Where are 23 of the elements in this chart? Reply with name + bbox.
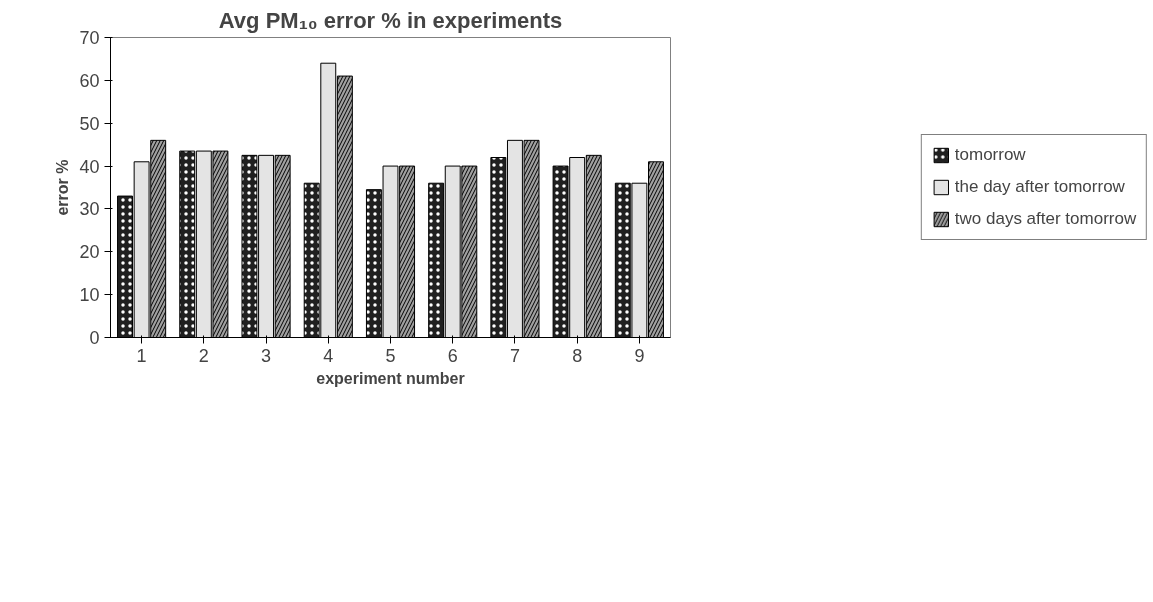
legend-label: two days after tomorrow <box>954 209 1137 229</box>
x-tick-label: 4 <box>323 345 334 366</box>
chart-title: Avg PM₁₀ error % in experiments <box>218 7 563 33</box>
legend-label: the day after tomorrow <box>954 177 1125 197</box>
y-tick-label: 60 <box>79 70 100 91</box>
x-tick-label: 2 <box>198 345 209 366</box>
y-tick-label: 30 <box>79 199 100 220</box>
x-tick-label: 9 <box>634 345 645 366</box>
y-axis-title: error % <box>54 159 72 216</box>
y-tick-label: 20 <box>79 242 100 263</box>
x-tick-label: 6 <box>447 345 458 366</box>
x-tick-label: 7 <box>509 345 520 366</box>
legend-label: tomorrow <box>954 145 1026 165</box>
y-tick-label: 70 <box>79 28 100 48</box>
y-tick-label: 50 <box>79 113 100 134</box>
y-tick-label: 10 <box>79 285 100 306</box>
x-tick-label: 1 <box>136 345 147 366</box>
x-tick-label: 8 <box>572 345 583 366</box>
x-tick-label: 5 <box>385 345 396 366</box>
x-axis-title: experiment number <box>316 369 465 387</box>
x-tick-label: 3 <box>261 345 272 366</box>
y-tick-label: 0 <box>89 328 100 348</box>
y-tick-label: 40 <box>79 156 100 177</box>
